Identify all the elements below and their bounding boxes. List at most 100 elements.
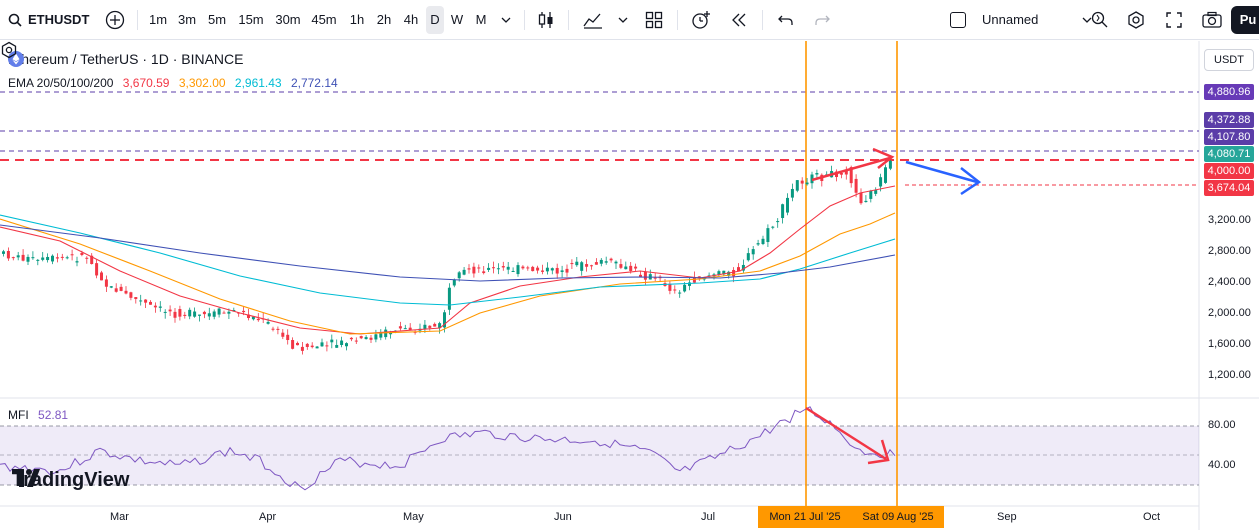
- candle: [815, 173, 819, 175]
- candle: [619, 264, 623, 268]
- candle: [320, 342, 324, 347]
- candle: [487, 267, 491, 270]
- candle: [790, 188, 794, 198]
- publish-button[interactable]: Pu: [1231, 6, 1259, 34]
- candle: [212, 311, 216, 317]
- candle: [869, 190, 873, 199]
- candle: [80, 252, 84, 255]
- candle: [756, 243, 760, 245]
- candle: [761, 238, 765, 245]
- interval-45m[interactable]: 45m: [311, 12, 337, 27]
- candle: [599, 259, 603, 264]
- currency-selector[interactable]: USDT: [1204, 49, 1254, 71]
- compare-symbol-button[interactable]: [102, 6, 128, 34]
- candle: [70, 254, 74, 256]
- candle: [521, 266, 525, 269]
- candle: [90, 255, 94, 264]
- interval-2h[interactable]: 2h: [376, 12, 392, 27]
- candle: [222, 312, 226, 314]
- candle: [300, 346, 304, 351]
- brand-name: TradingView: [12, 469, 130, 491]
- candle: [16, 255, 20, 258]
- interval-3m[interactable]: 3m: [177, 12, 197, 27]
- replay-button[interactable]: [724, 6, 754, 34]
- settings-button[interactable]: [1122, 6, 1150, 34]
- mfi-value: 52.81: [38, 408, 69, 422]
- interval-4h[interactable]: 4h: [403, 12, 419, 27]
- candle: [771, 226, 775, 228]
- toolbar-divider: [677, 10, 678, 30]
- ema-legend[interactable]: EMA 20/50/100/200 3,670.59 3,302.00 2,96…: [8, 76, 344, 90]
- replay-icon: [732, 13, 746, 27]
- mfi-axis-label: 80.00: [1208, 419, 1236, 431]
- candle: [266, 321, 270, 324]
- candle: [296, 342, 299, 346]
- candle: [462, 269, 466, 275]
- ema200-line: [0, 224, 896, 282]
- candle: [202, 311, 206, 315]
- interval-dropdown[interactable]: [495, 6, 517, 34]
- layout-dropdown[interactable]: [1076, 6, 1098, 34]
- candle: [330, 339, 334, 343]
- interval-1m[interactable]: 1m: [148, 12, 168, 27]
- interval-15m[interactable]: 15m: [238, 12, 264, 27]
- candle: [207, 313, 211, 317]
- candle: [134, 297, 138, 300]
- candle: [55, 257, 59, 259]
- gear-icon[interactable]: [0, 41, 18, 59]
- price-tag-4372: 4,372.88: [1204, 112, 1254, 128]
- candle: [310, 345, 314, 348]
- candle: [325, 345, 329, 347]
- candle: [560, 270, 564, 272]
- interval-d[interactable]: D: [426, 6, 444, 34]
- candle: [496, 268, 500, 270]
- redo-button[interactable]: [808, 6, 836, 34]
- layout-name-button[interactable]: Unnamed: [948, 6, 1068, 34]
- candle: [144, 299, 148, 303]
- candle: [594, 262, 598, 265]
- alert-button[interactable]: [686, 6, 716, 34]
- interval-w[interactable]: W: [450, 12, 464, 27]
- symbol-search-button[interactable]: ETHUSDT: [6, 6, 98, 34]
- chevron-down-icon: [1082, 17, 1092, 23]
- indicators-button[interactable]: [578, 6, 608, 34]
- candle: [536, 267, 540, 271]
- chart-type-button[interactable]: [532, 6, 560, 34]
- mfi-legend[interactable]: MFI 52.81: [8, 408, 68, 422]
- fullscreen-button[interactable]: [1160, 6, 1188, 34]
- quick-search-button[interactable]: [1086, 6, 1114, 34]
- undo-button[interactable]: [772, 6, 800, 34]
- snapshot-button[interactable]: [1198, 6, 1226, 34]
- candle: [545, 267, 549, 272]
- indicators-dropdown[interactable]: [612, 6, 634, 34]
- candle: [722, 270, 726, 275]
- interval-1h[interactable]: 1h: [349, 12, 365, 27]
- candle: [193, 311, 197, 317]
- candle: [741, 264, 745, 271]
- symbol-legend[interactable]: Ethereum / TetherUS · 1D · BINANCE: [8, 51, 243, 67]
- redo-icon: [815, 15, 830, 25]
- candlestick-series: [2, 156, 892, 355]
- mfi-axis-label: 40.00: [1208, 459, 1236, 471]
- templates-button[interactable]: [640, 6, 668, 34]
- ema50-value: 3,302.00: [178, 76, 226, 90]
- price-tag-3674: 3,674.04: [1204, 180, 1254, 196]
- interval-m[interactable]: M: [475, 12, 487, 27]
- settings-icon: [1128, 11, 1144, 29]
- candle: [349, 337, 353, 340]
- tradingview-logo[interactable]: TradingView: [12, 469, 129, 492]
- candle: [178, 309, 182, 317]
- candle: [129, 292, 133, 298]
- candle: [668, 283, 672, 291]
- interval-30m[interactable]: 30m: [275, 12, 301, 27]
- candle: [888, 160, 892, 169]
- candle: [242, 310, 246, 313]
- candle: [555, 267, 559, 274]
- fullscreen-icon: [1166, 12, 1182, 28]
- chart-pane[interactable]: Ethereum / TetherUS · 1D · BINANCE EMA 2…: [0, 41, 1259, 530]
- layout-checkbox[interactable]: [950, 12, 966, 28]
- chart-canvas[interactable]: [0, 41, 1259, 530]
- interval-5m[interactable]: 5m: [207, 12, 227, 27]
- candle: [95, 263, 99, 276]
- plus-icon: [105, 10, 125, 30]
